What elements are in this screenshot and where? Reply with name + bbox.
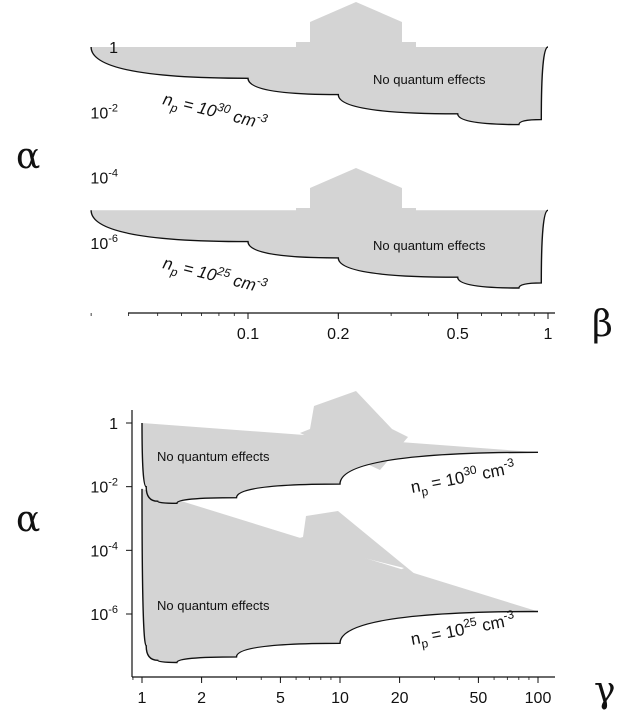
top-fill-layer [91,47,548,288]
bottom-y-tick-label-0: 1 [109,416,118,433]
top-curve-layer [90,46,549,289]
top-x-axis-label: β [592,304,613,345]
bottom-y-axis-label: α [16,499,40,540]
bottom-fill-layer [142,423,538,663]
top-arrow-2 [296,168,416,213]
top-x-tick-label-2: 0.5 [447,326,469,343]
bottom-y-tick-label-3: 10-6 [90,604,118,624]
top-y-tick-label-1: 10-2 [90,102,118,122]
bottom-x-tick-label-1: 2 [197,690,206,707]
bottom-x-ticks: 1 2 5 10 20 50 100 [132,677,552,707]
bottom-arrow-1-shape [300,391,408,470]
bottom-curve-label-1: np = 1030 cm-3 [409,455,518,501]
top-y-tick-label-2: 10-4 [90,168,118,188]
top-arrow-1-shape [296,2,416,47]
top-arrow-2-shape [296,168,416,213]
top-x-tick-label-1: 0.2 [327,326,349,343]
bottom-x-tick-label-5: 50 [469,690,487,707]
bottom-x-tick-label-2: 5 [276,690,285,707]
top-x-tick-label-0: 0.1 [237,326,259,343]
bottom-y-tick-label-2: 10-4 [90,540,118,560]
top-x-tick-label-3: 1 [544,326,553,343]
bottom-region-label-2: No quantum effects [157,598,270,613]
top-x-ticks: 0.1 0.2 0.5 1 [90,313,553,343]
bottom-x-axis-label: γ [594,670,616,711]
bottom-arrow-2 [292,511,438,593]
bottom-series-1-curve [141,488,539,664]
bottom-arrow-2-shape [292,511,438,593]
bottom-arrow-1 [300,391,408,470]
top-series-1-curve [90,209,549,289]
top-curve-label-1: np = 1030 cm-3 [160,87,269,138]
top-arrow-1 [296,2,416,47]
top-panel: 0.1 0.2 0.5 1 1 10-2 10-4 10-6 α β No quantum … [16,2,613,345]
top-series-1-fill [91,210,548,288]
bottom-region-label-1: No quantum effects [157,449,270,464]
bottom-series-0-curve [141,422,539,505]
top-curve-label-2: np = 1025 cm-3 [160,251,269,302]
bottom-x-tick-label-6: 100 [525,690,552,707]
bottom-curve-layer [141,422,539,664]
bottom-series-0-fill [142,423,538,504]
top-region-label-1: No quantum effects [373,72,486,87]
top-series-0-fill [91,47,548,125]
bottom-panel: 1 2 5 10 20 50 100 1 10-2 10-4 10-6 α γ No quantu… [16,391,616,711]
top-series-0-curve [90,46,549,126]
bottom-x-tick-label-0: 1 [138,690,147,707]
bottom-x-tick-label-4: 20 [391,690,409,707]
bottom-series-1-fill [142,488,538,663]
top-region-label-2: No quantum effects [373,238,486,253]
bottom-y-ticks: 1 10-2 10-4 10-6 [90,416,132,624]
top-y-tick-label-3: 10-6 [90,233,118,253]
top-y-ticks: 1 10-2 10-4 10-6 [90,40,118,253]
bottom-y-tick-label-1: 10-2 [90,477,118,497]
top-y-tick-label-0: 1 [109,40,118,57]
top-y-axis-label: α [16,136,40,177]
bottom-x-tick-label-3: 10 [331,690,349,707]
